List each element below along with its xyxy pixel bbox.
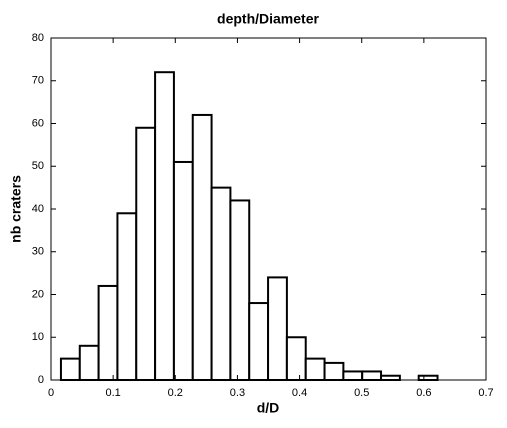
y-tick-label: 60 bbox=[32, 117, 44, 129]
bar bbox=[229, 199, 251, 381]
bar bbox=[154, 71, 175, 381]
y-tick-label: 0 bbox=[38, 374, 44, 386]
bar bbox=[285, 336, 307, 381]
y-tick-label: 40 bbox=[32, 203, 44, 215]
bar bbox=[59, 357, 81, 381]
y-tick-label: 50 bbox=[32, 160, 44, 172]
x-tick-label: 0.6 bbox=[416, 387, 431, 399]
y-tick-label: 80 bbox=[32, 32, 44, 44]
x-tick-label: 0.5 bbox=[354, 387, 369, 399]
bar bbox=[267, 276, 288, 381]
x-axis-label: d/D bbox=[257, 400, 280, 416]
y-tick-label: 30 bbox=[32, 246, 44, 258]
y-tick-label: 10 bbox=[32, 331, 44, 343]
bar bbox=[417, 374, 439, 382]
bar bbox=[116, 212, 138, 381]
bar bbox=[342, 370, 364, 382]
bar bbox=[210, 186, 232, 381]
x-tick-label: 0.4 bbox=[292, 387, 307, 399]
y-tick-label: 20 bbox=[32, 288, 44, 300]
chart-title: depth/Diameter bbox=[217, 11, 319, 27]
bar bbox=[78, 344, 100, 381]
y-tick-label: 70 bbox=[32, 75, 44, 87]
bar bbox=[191, 113, 213, 381]
bar bbox=[172, 160, 194, 381]
bar bbox=[135, 126, 157, 382]
x-tick-label: 0 bbox=[48, 387, 54, 399]
bar bbox=[304, 357, 326, 381]
x-tick-label: 0.1 bbox=[105, 387, 120, 399]
bar bbox=[248, 302, 270, 381]
bar bbox=[323, 361, 345, 381]
bar bbox=[380, 374, 401, 382]
y-axis-label: nb craters bbox=[8, 175, 24, 243]
bar bbox=[361, 370, 383, 382]
bar bbox=[97, 284, 119, 382]
x-tick-label: 0.7 bbox=[478, 387, 493, 399]
x-tick-label: 0.3 bbox=[230, 387, 245, 399]
x-tick-label: 0.2 bbox=[168, 387, 183, 399]
